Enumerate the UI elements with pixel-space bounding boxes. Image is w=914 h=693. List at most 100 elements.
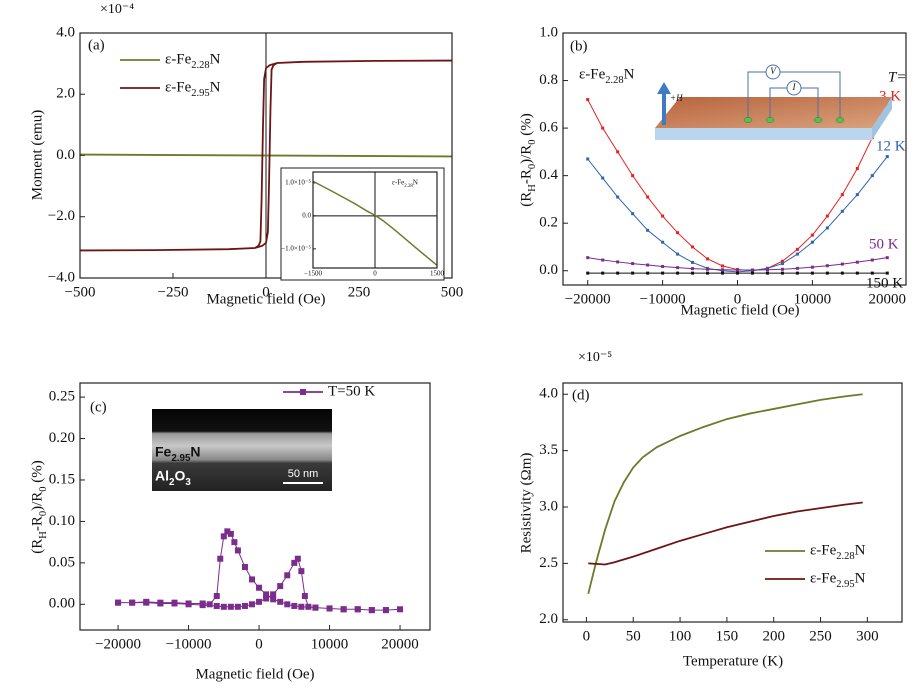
data-point <box>661 264 665 268</box>
data-point <box>616 150 620 154</box>
data-point <box>780 271 784 275</box>
data-point <box>631 271 635 275</box>
legend-label: ε-Fe2.28N <box>165 51 221 70</box>
x-axis-label: Magnetic field (Oe) <box>206 291 325 307</box>
data-point <box>213 593 220 600</box>
x-tick-label: 20000 <box>869 291 907 307</box>
panel-label: (a) <box>88 37 105 53</box>
y-tick-label: 0.6 <box>539 120 558 136</box>
x-tick-label: 10000 <box>794 291 832 307</box>
data-point <box>220 533 227 540</box>
data-point <box>129 599 136 606</box>
x-tick-label: 500 <box>441 284 464 300</box>
axes-frame <box>312 171 438 269</box>
data-point <box>305 603 312 610</box>
data-point <box>227 530 234 537</box>
data-point <box>646 271 650 275</box>
axes-frame <box>562 382 903 623</box>
data-point <box>676 266 680 270</box>
panel-label: (d) <box>572 387 590 403</box>
y-tick-label: 0.8 <box>539 72 558 88</box>
x-axis-label: Temperature (K) <box>683 653 783 669</box>
data-point <box>277 598 284 605</box>
data-point <box>284 572 291 579</box>
y-tick-label: 0.0 <box>302 211 311 219</box>
x-tick-label: 0 <box>583 628 591 644</box>
voltage-wire <box>747 71 841 120</box>
panel-label: (c) <box>90 399 107 415</box>
data-point <box>586 157 590 161</box>
data-point <box>270 591 277 598</box>
temperature-header: T= <box>888 69 906 85</box>
data-point <box>294 555 301 562</box>
data-point <box>885 256 889 260</box>
data-point <box>234 547 241 554</box>
data-point <box>312 604 319 611</box>
x-tick-label: −250 <box>158 284 189 300</box>
y-axis-label: Moment (emu) <box>29 110 45 200</box>
data-point <box>795 252 799 256</box>
data-point <box>249 601 256 608</box>
data-point <box>661 271 665 275</box>
y-tick-label: 0.00 <box>49 596 75 612</box>
x-tick-label: 20000 <box>381 636 419 652</box>
data-point <box>601 271 605 275</box>
data-point <box>601 126 605 130</box>
data-point <box>706 257 710 261</box>
x-tick-label: 10000 <box>311 636 349 652</box>
data-point <box>213 602 220 609</box>
series-label: 12 K <box>876 138 906 154</box>
data-point <box>765 271 769 275</box>
data-point <box>326 605 333 612</box>
y-tick-label: 2.5 <box>539 555 558 571</box>
y-tick-label: 0.15 <box>49 471 75 487</box>
data-point <box>227 603 234 610</box>
y-tick-label: −4.0 <box>48 269 75 285</box>
data-point <box>825 226 829 230</box>
y-tick-label: 0.0 <box>539 262 558 278</box>
x-tick-label: −10000 <box>166 636 212 652</box>
data-point <box>631 262 635 266</box>
data-point <box>249 576 256 583</box>
data-point <box>185 600 192 607</box>
current-meter <box>786 80 802 96</box>
data-point <box>870 271 874 275</box>
data-point <box>206 601 213 608</box>
substrate-layer <box>655 128 872 140</box>
y-tick-label: 0.0 <box>56 147 75 163</box>
y-tick-label: 1.0 <box>539 24 558 40</box>
data-point <box>825 271 829 275</box>
y-tick-label: 4.0 <box>56 24 75 40</box>
data-point <box>586 98 590 102</box>
y-tick-label: 3.5 <box>539 442 558 458</box>
data-point <box>277 583 284 590</box>
data-point <box>171 599 178 606</box>
data-point <box>157 599 164 606</box>
data-point <box>735 268 739 272</box>
y-tick-label: 3.0 <box>539 498 558 514</box>
x-tick-label: 250 <box>809 628 832 644</box>
data-point <box>676 271 680 275</box>
x-tick-label: 1500 <box>430 270 445 278</box>
data-point <box>721 271 725 275</box>
contact <box>765 117 775 123</box>
data-point <box>368 607 375 614</box>
data-point <box>780 262 784 266</box>
data-point <box>298 603 305 610</box>
x-tick-label: −10000 <box>640 291 686 307</box>
y-tick-label: −2.0 <box>48 208 75 224</box>
panel: −20000 −10000 0 10000 20000 0.0 0.2 0.4 0.6 0.8 1.… <box>518 24 907 318</box>
data-point <box>397 606 404 613</box>
data-point <box>234 603 241 610</box>
data-point <box>646 263 650 267</box>
data-point <box>601 258 605 262</box>
data-point <box>631 174 635 178</box>
data-point <box>217 555 224 562</box>
contact <box>835 117 845 123</box>
data-point <box>870 258 874 262</box>
y-axis-label: (RH-R0)/R0 (%) <box>518 113 537 207</box>
data-point <box>616 195 620 199</box>
data-point <box>676 252 680 256</box>
x-tick-label: −20000 <box>95 636 141 652</box>
data-point <box>691 271 695 275</box>
